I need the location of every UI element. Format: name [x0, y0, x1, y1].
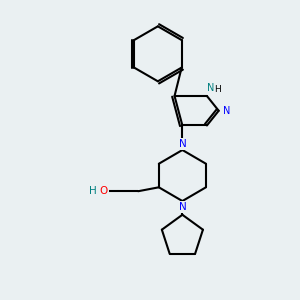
Text: O: O [100, 186, 108, 196]
Text: H: H [89, 186, 97, 196]
Text: N: N [178, 139, 186, 149]
Text: N: N [207, 83, 214, 93]
Text: N: N [178, 202, 186, 212]
Text: H: H [214, 85, 221, 94]
Text: N: N [223, 106, 230, 116]
